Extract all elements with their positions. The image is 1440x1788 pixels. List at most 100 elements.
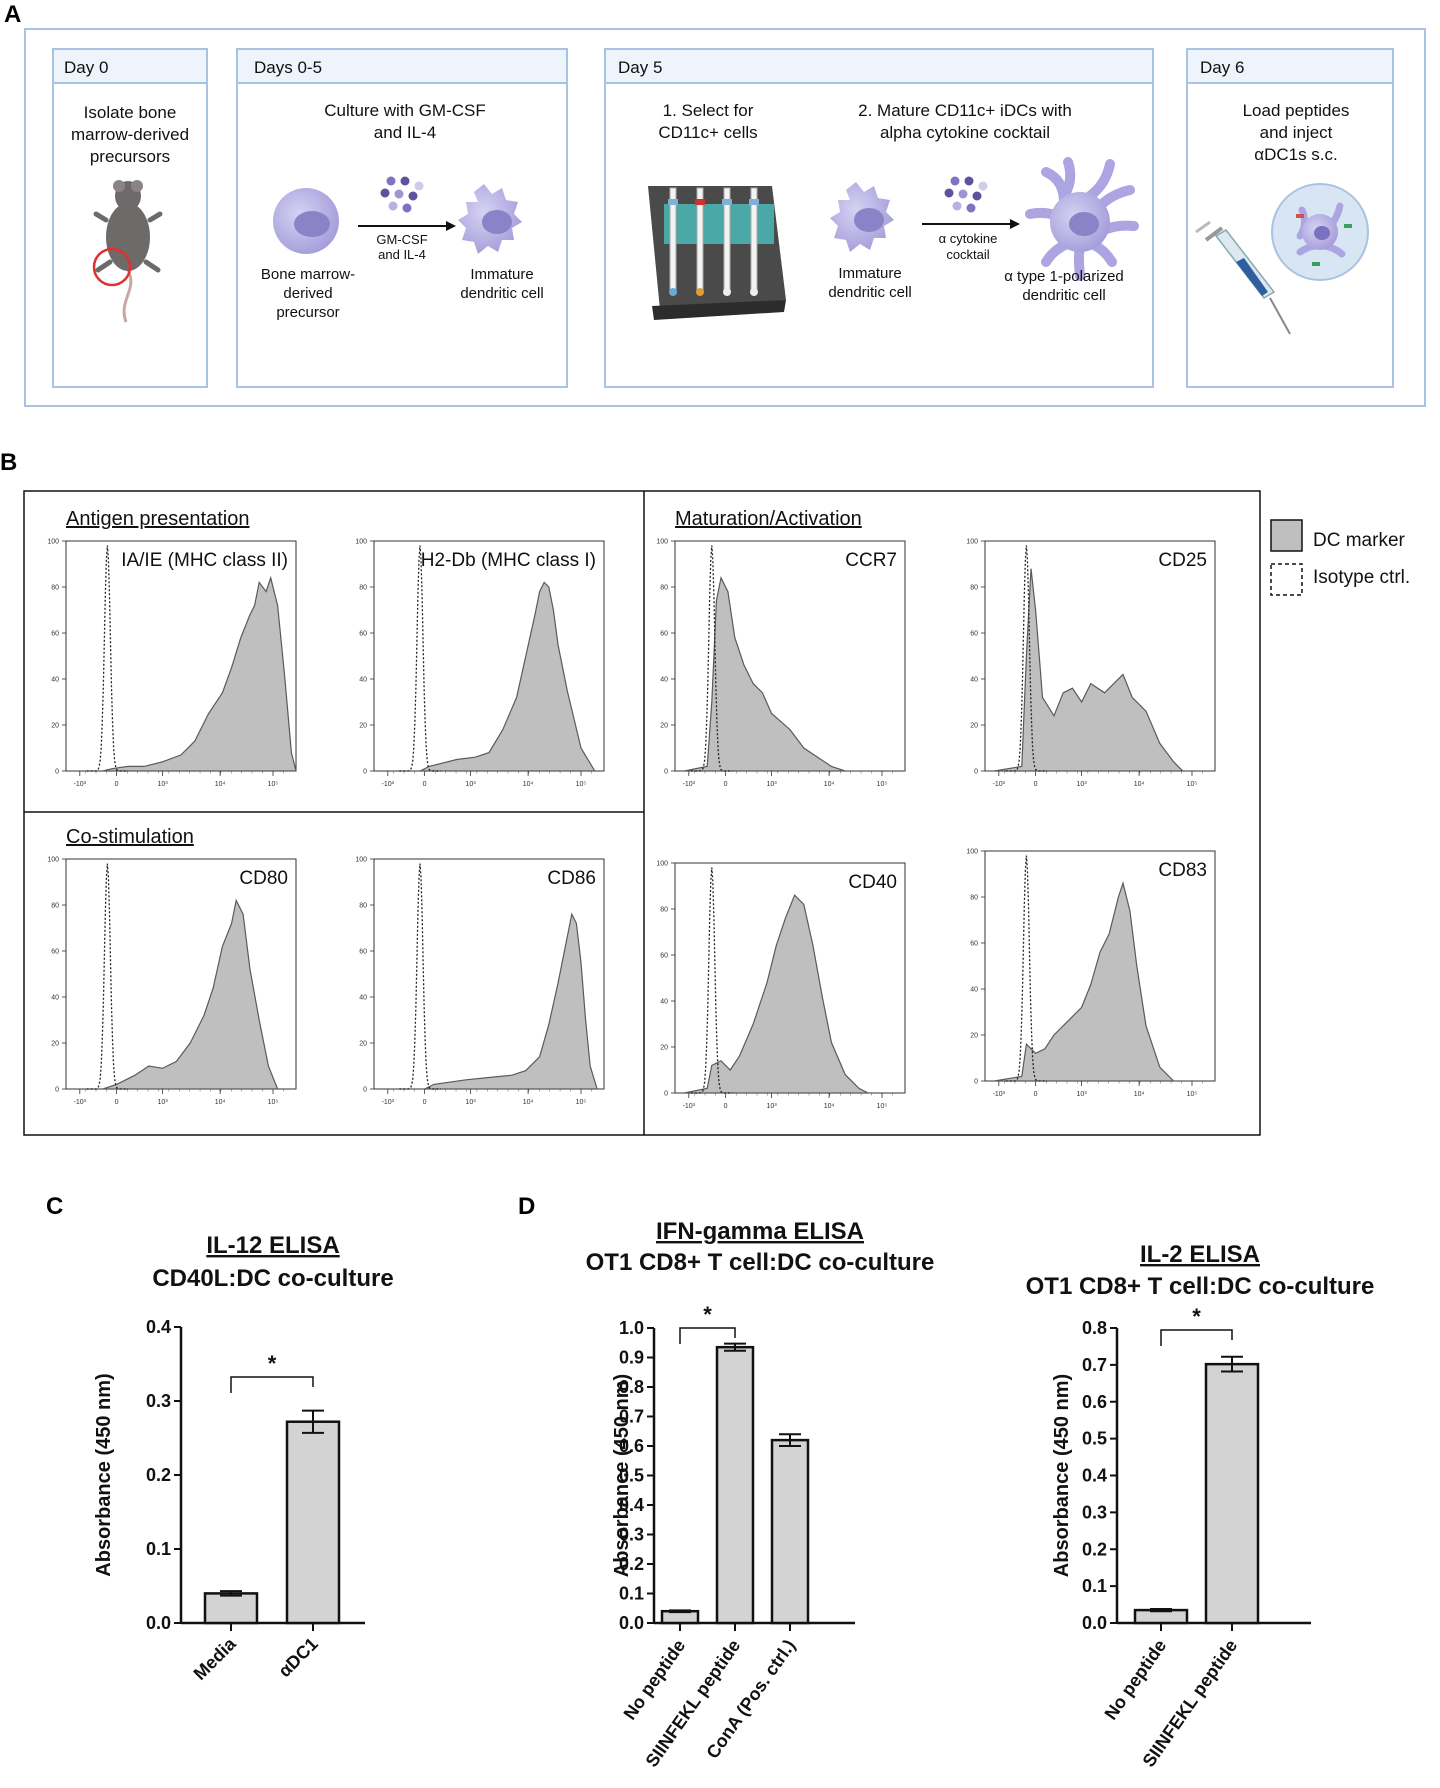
section-title: Antigen presentation xyxy=(66,508,249,530)
x-tick-label: 10⁴ xyxy=(824,781,835,788)
y-tick-label: 0 xyxy=(664,1091,668,1098)
dc-marker-histogram xyxy=(684,575,905,772)
y-tick-label: 80 xyxy=(970,895,978,902)
y-tick-label: 0.4 xyxy=(146,1317,171,1337)
x-tick-label: 10⁵ xyxy=(268,781,279,788)
dc-marker-histogram xyxy=(994,881,1215,1082)
bar xyxy=(1204,1362,1260,1625)
step-line: 2. Mature CD11c+ iDCs with xyxy=(858,101,1072,120)
x-tick-label: 10⁴ xyxy=(824,1103,835,1110)
y-tick-label: 0.7 xyxy=(619,1407,644,1427)
x-tick-label: 10⁵ xyxy=(1187,1091,1198,1098)
legend-dashed-swatch xyxy=(1270,563,1303,596)
x-tick-label: -10³ xyxy=(382,781,395,788)
step-head: Day 5 xyxy=(618,58,662,77)
histogram-plot: 100 80 60 40 20 0 -10³ 0 10³ 10⁴ 10⁵ CD80 xyxy=(47,857,297,1106)
y-tick-label: 20 xyxy=(660,1045,668,1052)
y-tick-label: 1.0 xyxy=(619,1318,644,1338)
y-tick-label: 40 xyxy=(51,677,59,684)
x-tick-label: 10⁵ xyxy=(576,781,587,788)
y-tick-label: 60 xyxy=(970,941,978,948)
x-tick-label: 0 xyxy=(1034,1091,1038,1098)
arrow-label: α cytokine xyxy=(939,231,998,246)
category-label: No peptide xyxy=(1101,1636,1171,1724)
section-title: Co-stimulation xyxy=(66,826,194,848)
dc-marker-histogram xyxy=(994,568,1215,772)
isotype-histogram xyxy=(399,545,441,772)
x-tick-label: 10⁴ xyxy=(1134,1091,1145,1098)
y-tick-label: 40 xyxy=(660,999,668,1006)
x-tick-label: 10⁴ xyxy=(1134,781,1145,788)
y-tick-label: 0.2 xyxy=(146,1465,171,1485)
y-tick-label: 60 xyxy=(660,953,668,960)
step-line: 1. Select for xyxy=(663,101,754,120)
y-tick-label: 100 xyxy=(47,857,59,864)
y-tick-label: 0.8 xyxy=(1082,1318,1107,1338)
cell-label: Immature xyxy=(470,266,533,283)
x-tick-label: -10³ xyxy=(993,781,1006,788)
histogram-plot: 100 80 60 40 20 0 -10³ 0 10³ 10⁴ 10⁵ CD83 xyxy=(966,849,1216,1098)
bar-charts: IL-12 ELISA CD40L:DC co-culture 0.0 0.1 0.2 0… xyxy=(93,1218,1374,1771)
histogram-plot: 100 80 60 40 20 0 -10³ 0 10³ 10⁴ 10⁵ CD25 xyxy=(966,539,1216,788)
x-tick-label: 10³ xyxy=(466,1099,477,1106)
y-tick-label: 20 xyxy=(660,723,668,730)
step-head: Day 6 xyxy=(1200,58,1244,77)
y-tick-label: 0.6 xyxy=(1082,1392,1107,1412)
chart-subtitle: OT1 CD8+ T cell:DC co-culture xyxy=(1026,1273,1375,1300)
x-tick-label: 10⁵ xyxy=(1187,781,1198,788)
x-tick-label: 0 xyxy=(115,1099,119,1106)
bar xyxy=(770,1438,810,1625)
step-line: and inject xyxy=(1260,123,1333,142)
step-line: precursors xyxy=(90,147,170,166)
x-tick-label: 0 xyxy=(1034,781,1038,788)
x-tick-label: 0 xyxy=(115,781,119,788)
x-tick-label: 10⁴ xyxy=(215,1099,226,1106)
significance-star: * xyxy=(703,1302,712,1327)
legend-filled-swatch xyxy=(1270,519,1303,552)
chart-title: IL-2 ELISA xyxy=(1140,1241,1260,1268)
y-tick-label: 80 xyxy=(660,585,668,592)
chart-title: IFN-gamma ELISA xyxy=(656,1218,864,1245)
step-line: CD11c+ cells xyxy=(658,123,757,142)
x-tick-label: 10³ xyxy=(767,781,778,788)
y-tick-label: 100 xyxy=(966,539,978,546)
dc-marker-histogram xyxy=(378,581,604,772)
histogram-plot: 100 80 60 40 20 0 -10³ 0 10³ 10⁴ 10⁵ IA/IE (MHC cla… xyxy=(47,539,297,788)
step-days0-5: Days 0-5 Culture with GM-CSF and IL-4 GM… xyxy=(236,48,568,388)
dc-marker-histogram xyxy=(378,912,604,1090)
x-tick-label: 0 xyxy=(724,1103,728,1110)
arrow-head xyxy=(446,221,456,231)
y-tick-label: 0.1 xyxy=(1082,1576,1107,1596)
y-axis-label: Absorbance (450 nm) xyxy=(1051,1374,1073,1577)
y-tick-label: 0.4 xyxy=(619,1495,644,1515)
x-tick-label: 10⁵ xyxy=(576,1099,587,1106)
panel-a-letter: A xyxy=(4,1,21,28)
isotype-histogram xyxy=(1005,855,1048,1082)
x-tick-label: 0 xyxy=(423,1099,427,1106)
marker-label: H2-Db (MHC class I) xyxy=(421,550,596,571)
x-tick-label: 10³ xyxy=(767,1103,778,1110)
bar-chart: IFN-gamma ELISA OT1 CD8+ T cell:DC co-cul… xyxy=(586,1218,935,1771)
step-line: alpha cytokine cocktail xyxy=(880,123,1050,142)
x-tick-label: -10³ xyxy=(74,781,87,788)
y-tick-label: 0.3 xyxy=(146,1391,171,1411)
isotype-histogram xyxy=(86,863,129,1090)
x-tick-label: -10³ xyxy=(683,1103,696,1110)
category-label: αDC1 xyxy=(274,1634,321,1681)
y-tick-label: 80 xyxy=(51,585,59,592)
bar xyxy=(285,1420,341,1625)
significance-bracket xyxy=(230,1376,314,1393)
y-tick-label: 0.2 xyxy=(619,1554,644,1574)
legend-dashed-label: Isotype ctrl. xyxy=(1313,567,1410,588)
x-tick-label: -10³ xyxy=(993,1091,1006,1098)
chart-subtitle: CD40L:DC co-culture xyxy=(152,1265,393,1292)
step-line: αDC1s s.c. xyxy=(1254,145,1338,164)
y-tick-label: 0.1 xyxy=(619,1584,644,1604)
step-line: marrow-derived xyxy=(71,125,189,144)
cell-label: derived xyxy=(283,285,332,302)
y-tick-label: 0.8 xyxy=(619,1377,644,1397)
cell-label: dendritic cell xyxy=(1022,287,1105,304)
bar-chart: IL-12 ELISA CD40L:DC co-culture 0.0 0.1 0.2 0… xyxy=(93,1232,394,1684)
arrow-label: GM-CSF xyxy=(376,232,427,247)
